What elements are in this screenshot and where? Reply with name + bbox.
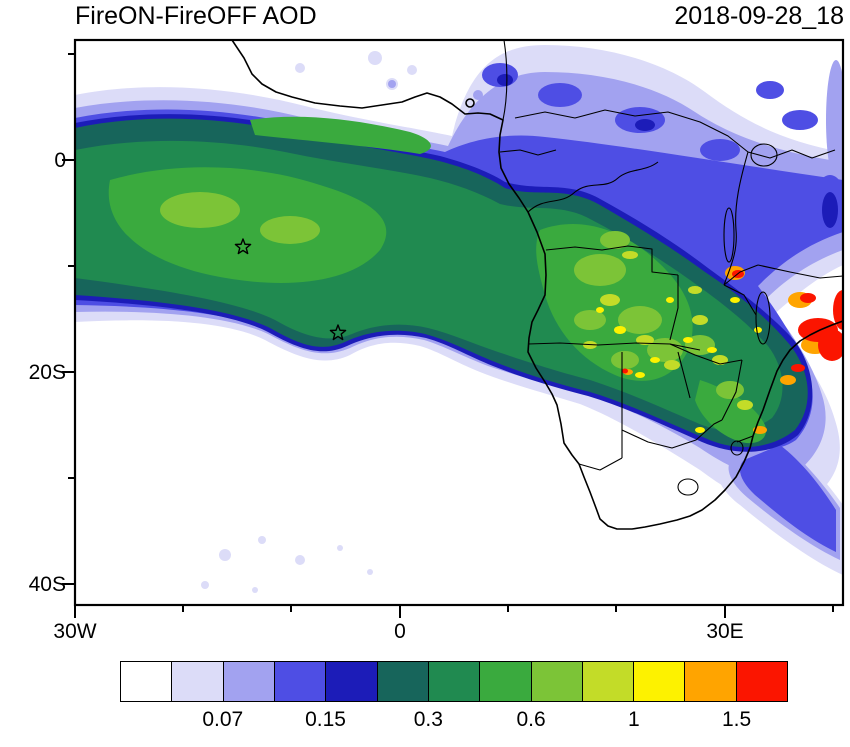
aod-level-12: [622, 270, 843, 374]
map-plot: 0 20S 40S 30W 0 30E: [29, 38, 845, 643]
y-tick-label-0: 0: [54, 149, 66, 172]
colorbar-tick-label: 0.15: [305, 708, 346, 731]
bioko-island: [465, 98, 475, 108]
colorbar-cell: [685, 662, 737, 701]
x-tick-label-30e: 30E: [706, 620, 743, 643]
colorbar-cell: [223, 662, 275, 701]
x-tick-label-0: 0: [394, 620, 406, 643]
colorbar-cell: [172, 662, 224, 701]
plot-timestamp: 2018-09-28_18: [674, 2, 844, 30]
star-marker-1: [234, 238, 252, 255]
x-tick-label-30w: 30W: [53, 620, 96, 643]
lake-tanganyika: [723, 207, 735, 263]
colorbar-tick-label: 1: [628, 708, 640, 731]
aod-field: [75, 40, 843, 605]
colorbar-cell: [274, 662, 327, 701]
colorbar-cell: [326, 662, 378, 701]
colorbar-cell: [377, 662, 429, 701]
map-frame: [62, 38, 845, 618]
aod-level-8: [160, 192, 744, 399]
star-marker-2: [329, 324, 347, 341]
colorbar: [120, 661, 788, 702]
lakes: [723, 143, 778, 345]
lake-malawi: [755, 291, 771, 345]
lesotho-border: [677, 478, 699, 496]
colorbar-tick-label: 0.3: [413, 708, 443, 731]
plot-title: FireON-FireOFF AOD: [75, 2, 317, 30]
axis-ticks: [62, 53, 834, 618]
colorbar-cell: [531, 662, 583, 701]
lake-victoria: [750, 143, 778, 167]
colorbar-cell: [480, 662, 532, 701]
colorbar-cell: [634, 662, 686, 701]
aod-level-10: [596, 297, 762, 433]
colorbar-tick-label: 0.6: [516, 708, 546, 731]
colorbar-tick-label: 1.5: [722, 708, 752, 731]
colorbar-tick-label: 0.07: [202, 708, 244, 731]
colorbar-labels: 0.07 0.15 0.3 0.6 1 1.5: [120, 708, 788, 736]
colorbar-cell: [428, 662, 481, 701]
eswatini-border: [730, 440, 744, 456]
y-tick-label-40s: 40S: [29, 573, 66, 596]
axis-labels: 0 20S 40S 30W 0 30E: [29, 149, 744, 643]
country-borders: [499, 40, 843, 496]
coastline: [231, 40, 843, 530]
colorbar-cell: [736, 662, 788, 701]
star-markers: [234, 238, 347, 341]
y-tick-label-20s: 20S: [29, 361, 66, 384]
colorbar-cell: [582, 662, 635, 701]
colorbar-cell: [121, 662, 173, 701]
